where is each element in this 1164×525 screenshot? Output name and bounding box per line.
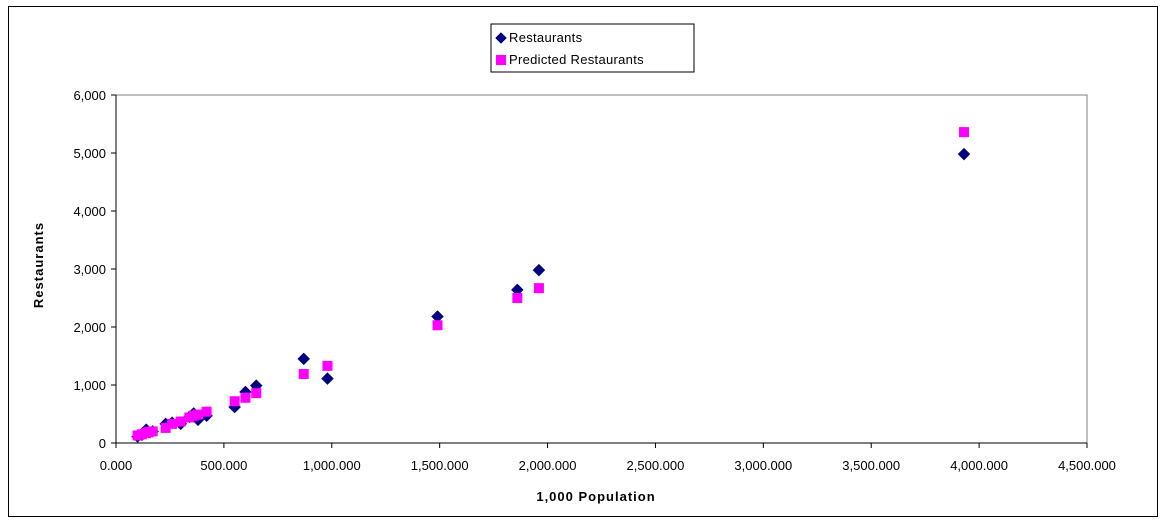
y-axis-title: Restaurants xyxy=(31,222,46,308)
predicted-restaurants-point xyxy=(512,293,523,303)
legend-box xyxy=(490,23,695,73)
predicted-restaurants-point xyxy=(175,416,186,427)
restaurants-point xyxy=(957,147,971,161)
x-tick-label: 1,000.000 xyxy=(303,458,361,473)
restaurants-point xyxy=(321,372,334,385)
plot-area xyxy=(115,94,1088,444)
restaurants-point xyxy=(532,263,546,277)
x-tick-label: 3,500.000 xyxy=(842,458,900,473)
legend-restaurants-label: Restaurants xyxy=(509,30,583,45)
y-tick-label: 6,000 xyxy=(73,88,106,103)
y-tick-label: 4,000 xyxy=(73,204,106,219)
y-tick-label: 1,000 xyxy=(73,378,106,393)
legend-predicted-label: Predicted Restaurants xyxy=(509,52,644,67)
x-tick-label: 3,000.000 xyxy=(734,458,792,473)
predicted-restaurants-point xyxy=(533,283,544,294)
predicted-restaurants-point xyxy=(298,368,309,379)
x-tick-label: 0.000 xyxy=(100,458,133,473)
x-tick-label: 2,000.000 xyxy=(519,458,577,473)
predicted-restaurants-point xyxy=(167,418,178,429)
y-tick-label: 3,000 xyxy=(73,262,106,277)
predicted-restaurants-point xyxy=(251,388,262,399)
legend-predicted-marker xyxy=(496,55,506,65)
y-tick-label: 5,000 xyxy=(73,146,106,161)
scatter-chart: 0 1,000 2,000 3,000 4,000 5,000 6,000 0.000 500.… xyxy=(31,23,1116,504)
predicted-restaurants-point xyxy=(322,360,333,371)
predicted-restaurants-point xyxy=(229,396,240,407)
predicted-restaurants-point xyxy=(147,426,158,437)
legend-restaurants-marker xyxy=(495,32,507,44)
x-tick-label: 4,000.000 xyxy=(950,458,1008,473)
chart-frame: 0 1,000 2,000 3,000 4,000 5,000 6,000 0.000 500.… xyxy=(8,6,1158,517)
x-tick-label: 4,500.000 xyxy=(1058,458,1116,473)
x-tick-label: 500.000 xyxy=(200,458,247,473)
x-tick-label: 1,500.000 xyxy=(411,458,469,473)
predicted-restaurants-point xyxy=(240,392,251,403)
x-axis-title: 1,000 Population xyxy=(536,489,655,504)
predicted-restaurants-point xyxy=(201,406,212,417)
predicted-restaurants-point xyxy=(432,320,443,331)
y-tick-label: 0 xyxy=(99,436,106,451)
restaurants-point xyxy=(297,352,311,366)
predicted-restaurants-point xyxy=(160,422,171,433)
predicted-restaurants-point xyxy=(959,127,970,138)
predicted-restaurants-point xyxy=(192,409,203,420)
x-tick-label: 2,500.000 xyxy=(627,458,685,473)
y-tick-label: 2,000 xyxy=(73,320,106,335)
